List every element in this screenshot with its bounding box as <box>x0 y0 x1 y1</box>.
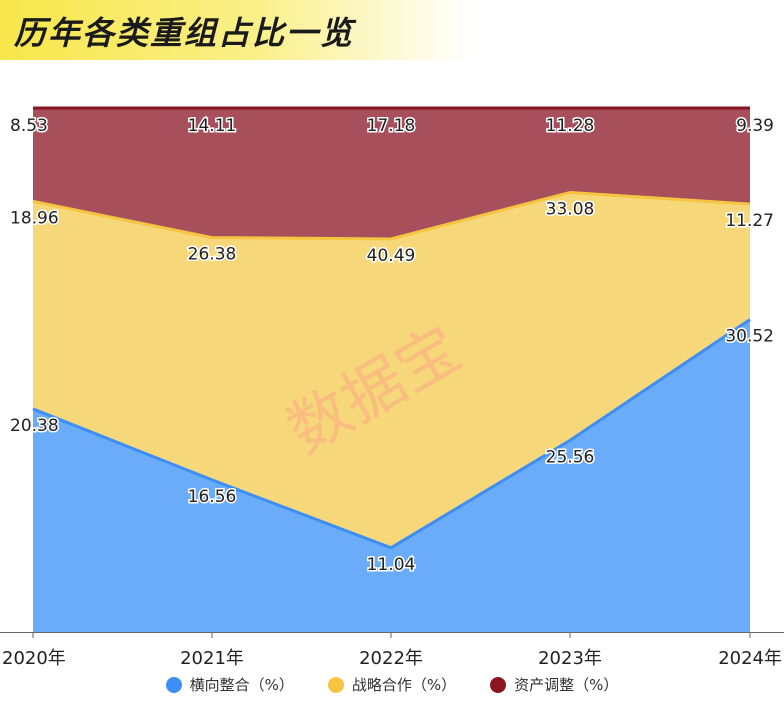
data-label-s2-2: 17.18 <box>367 116 416 136</box>
legend-label: 战略合作（%） <box>351 676 457 694</box>
data-label-s0-4: 30.52 <box>725 327 774 347</box>
legend-label: 横向整合（%） <box>189 676 294 694</box>
data-label-s0-3: 25.56 <box>546 447 595 467</box>
area-series-2 <box>33 108 750 239</box>
data-label-s0-2: 11.04 <box>367 555 416 575</box>
legend-label: 资产调整（%） <box>514 676 619 694</box>
legend-swatch <box>327 676 344 693</box>
data-label-s1-3: 33.08 <box>546 200 595 220</box>
area-series-1 <box>33 192 750 548</box>
chart-title: 历年各类重组占比一览 <box>14 14 355 52</box>
data-label-s1-0: 18.96 <box>10 208 59 228</box>
line-series-0 <box>32 318 751 550</box>
stacked-area-chart: 2020年 2021年 2022年 2023年 2024年 20.38 16.56 11.04… <box>0 106 784 669</box>
x-tick-label-3: 2023年 <box>538 648 602 669</box>
title-band <box>0 0 470 60</box>
data-label-s1-4: 11.27 <box>725 211 774 231</box>
x-tick-label-1: 2021年 <box>180 648 244 669</box>
data-label-s2-1: 14.11 <box>188 116 237 136</box>
area-series-0 <box>33 319 750 632</box>
data-label-s0-0: 20.38 <box>10 416 59 436</box>
x-tick-label-0: 2020年 <box>2 648 66 669</box>
data-label-s2-4: 9.39 <box>736 116 774 136</box>
legend-item-0[interactable]: 横向整合（%） <box>165 674 294 695</box>
data-label-s1-2: 40.49 <box>367 246 416 266</box>
legend-swatch <box>490 676 507 693</box>
x-tick-label-4: 2024年 <box>718 648 782 669</box>
data-label-s2-3: 11.28 <box>546 116 595 136</box>
x-tick-label-2: 2022年 <box>359 648 423 669</box>
data-label-s1-1: 26.38 <box>188 245 237 265</box>
chart-legend: 横向整合（%） 战略合作（%） 资产调整（%） <box>0 674 784 695</box>
legend-swatch <box>165 676 182 693</box>
data-label-s0-1: 16.56 <box>188 487 237 507</box>
line-series-1 <box>32 190 751 241</box>
data-label-s2-0: 8.53 <box>10 116 48 136</box>
legend-item-2[interactable]: 资产调整（%） <box>490 674 618 695</box>
legend-item-1[interactable]: 战略合作（%） <box>327 674 457 695</box>
